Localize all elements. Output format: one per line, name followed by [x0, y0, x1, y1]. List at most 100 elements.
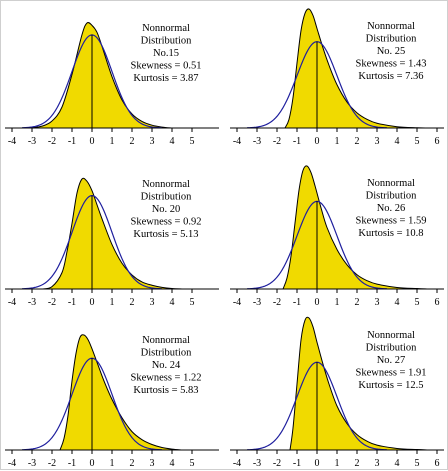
panel-4: -4 -3 -2 -1 0 1 2 3 4 5 6 Nonnormal DistributionNo. …	[230, 165, 444, 308]
nonnormal-curve	[59, 334, 183, 451]
annotation-line-4: Skewness = 1.43	[356, 59, 427, 70]
x-tick-label: 4	[170, 458, 175, 469]
x-tick-label: 4	[395, 458, 400, 469]
x-tick-label: 5	[190, 458, 195, 469]
x-tick-label: 3	[375, 297, 380, 308]
x-tick-label: -4	[233, 458, 241, 469]
x-tick-label: -2	[273, 297, 281, 308]
x-tick-label: -1	[68, 136, 76, 147]
x-tick-label: 2	[355, 297, 360, 308]
x-tick-label: -3	[253, 297, 261, 308]
x-tick-label: -1	[68, 458, 76, 469]
nonnormal-area	[60, 334, 182, 450]
annotation-line-5: Kurtosis = 5.83	[133, 385, 198, 396]
x-tick-label: 5	[415, 458, 420, 469]
annotation-line-4: Skewness = 1.22	[131, 373, 202, 384]
panel-2: -4 -3 -2 -1 0 1 2 3 4 5 6 Nonnormal DistributionNo. …	[230, 8, 444, 147]
annotation-line-5: Kurtosis = 10.8	[358, 228, 423, 239]
x-tick-label: 3	[150, 136, 155, 147]
annotation-line-4: Skewness = 1.91	[356, 368, 427, 379]
x-tick-label: 1	[110, 136, 115, 147]
x-tick-label: -3	[28, 458, 36, 469]
x-tick-label: 2	[355, 458, 360, 469]
x-tick-label: -4	[8, 458, 16, 469]
annotation-line-3: No. 25	[377, 46, 406, 57]
x-tick-label: -1	[293, 136, 301, 147]
x-tick-label: 6	[435, 297, 440, 308]
x-tick-label: 2	[355, 136, 360, 147]
x-tick-label: 1	[335, 136, 340, 147]
x-tick-label: 0	[90, 136, 95, 147]
annotation-line-1: Nonnormal	[142, 179, 190, 190]
x-tick-label: 5	[190, 136, 195, 147]
annotation-line-4: Skewness = 0.51	[131, 61, 202, 72]
x-tick-label: 1	[110, 297, 115, 308]
annotation-line-1: Nonnormal	[142, 335, 190, 346]
nonnormal-area	[42, 178, 182, 289]
annotation-line-1: Nonnormal	[367, 21, 415, 32]
x-tick-label: 2	[130, 136, 135, 147]
x-tick-label: 0	[315, 136, 320, 147]
x-tick-label: -3	[253, 136, 261, 147]
x-tick-label: 5	[415, 297, 420, 308]
annotation-line-2: Distribution	[141, 36, 193, 47]
x-tick-label: -4	[233, 136, 241, 147]
x-tick-label: -2	[273, 136, 281, 147]
nonnormal-area	[22, 22, 172, 128]
x-tick-label: -3	[28, 297, 36, 308]
annotation-line-5: Kurtosis = 3.87	[133, 73, 198, 84]
x-tick-label: 2	[130, 297, 135, 308]
x-tick-label: 0	[315, 297, 320, 308]
x-tick-label: -1	[293, 297, 301, 308]
x-tick-label: 3	[375, 458, 380, 469]
nonnormal-area	[290, 317, 427, 450]
nonnormal-area	[283, 165, 427, 289]
x-tick-label: -4	[8, 297, 16, 308]
x-tick-label: 5	[415, 136, 420, 147]
x-tick-label: -2	[48, 297, 56, 308]
nonnormal-curve	[41, 177, 183, 290]
annotation-line-5: Kurtosis = 5.13	[133, 229, 198, 240]
x-tick-label: 6	[435, 458, 440, 469]
annotation-line-2: Distribution	[366, 343, 418, 354]
x-tick-label: 1	[335, 297, 340, 308]
annotation-line-3: No. 27	[377, 355, 406, 366]
annotation-line-3: No. 20	[152, 204, 181, 215]
x-tick-label: 1	[335, 458, 340, 469]
nonnormal-curve	[284, 8, 428, 129]
annotation-line-1: Nonnormal	[142, 23, 190, 34]
x-tick-label: -3	[253, 458, 261, 469]
x-tick-label: 3	[150, 297, 155, 308]
x-tick-label: -2	[48, 136, 56, 147]
annotation-line-2: Distribution	[141, 192, 193, 203]
x-tick-label: 4	[395, 297, 400, 308]
annotation-line-3: No. 26	[377, 203, 406, 214]
annotation-line-3: No.15	[153, 48, 179, 59]
x-tick-label: 3	[150, 458, 155, 469]
nonnormal-curve	[282, 165, 428, 290]
annotation-line-2: Distribution	[141, 348, 193, 359]
x-tick-label: 3	[375, 136, 380, 147]
x-tick-label: 0	[90, 297, 95, 308]
x-tick-label: 4	[170, 136, 175, 147]
x-tick-label: -2	[48, 458, 56, 469]
nonnormal-curve	[21, 21, 173, 129]
x-tick-label: -2	[273, 458, 281, 469]
x-tick-label: 4	[170, 297, 175, 308]
annotation-line-4: Skewness = 1.59	[356, 216, 427, 227]
x-tick-label: 0	[315, 458, 320, 469]
x-tick-label: 4	[395, 136, 400, 147]
x-tick-label: 6	[435, 136, 440, 147]
annotation-line-3: No. 24	[152, 360, 181, 371]
x-tick-label: -4	[8, 136, 16, 147]
annotation-line-5: Kurtosis = 12.5	[358, 380, 423, 391]
x-tick-label: 1	[110, 458, 115, 469]
annotation-line-1: Nonnormal	[367, 178, 415, 189]
nonnormal-area	[285, 8, 427, 128]
x-tick-label: 5	[190, 297, 195, 308]
annotation-line-2: Distribution	[366, 191, 418, 202]
